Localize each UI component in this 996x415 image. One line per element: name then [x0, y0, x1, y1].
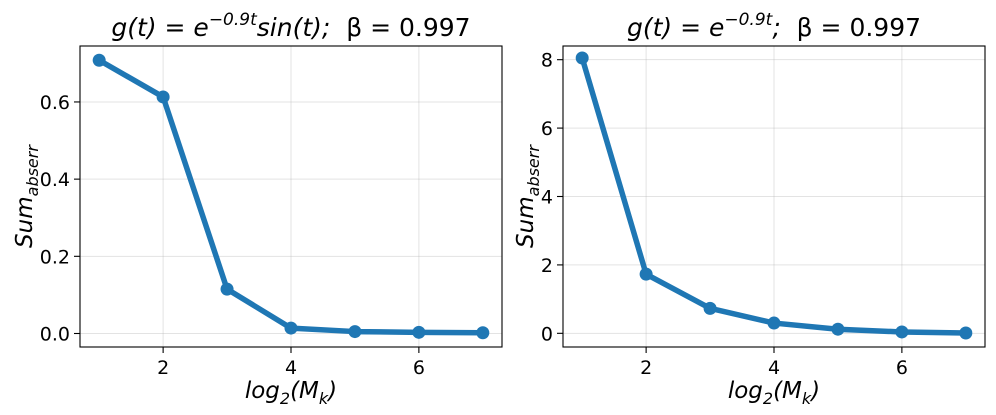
chart-1-point-1 [156, 90, 170, 104]
chart-2-x-axis-label: log2(Mk) [728, 378, 820, 408]
chart-1-point-6 [476, 326, 490, 340]
chart-2-point-2 [703, 301, 717, 315]
chart-2-x-tick-label-1: 4 [768, 357, 780, 379]
chart-1-title: g(t) = e−0.9tsin(t); β = 0.997 [111, 10, 470, 42]
chart-1-y-tick-label-3: 0.6 [40, 92, 70, 114]
chart-1-point-2 [220, 282, 234, 296]
chart-2-point-1 [639, 267, 653, 281]
chart-2-point-6 [959, 326, 973, 340]
chart-1-x-tick-label-1: 4 [285, 357, 297, 379]
chart-2-y-tick-label-3: 6 [541, 118, 553, 140]
chart-1-y-tick-label-1: 0.2 [40, 246, 70, 268]
chart-2-y-tick-label-2: 4 [541, 187, 553, 209]
chart-1-x-tick-label-2: 6 [413, 357, 425, 379]
chart-2-point-5 [895, 325, 909, 339]
chart-2-x-tick-label-0: 2 [640, 357, 652, 379]
chart-1: 2 4 6 0.0 0.2 0.4 0.6 g(t) = e−0.9tsin(t); β = … [12, 10, 503, 408]
chart-2-y-axis-label: Sumabserr [513, 144, 543, 248]
chart-1-point-5 [412, 325, 426, 339]
chart-2-title: g(t) = e−0.9t; β = 0.997 [627, 10, 921, 42]
chart-1-y-tick-label-2: 0.4 [40, 169, 70, 191]
chart-2: 2 4 6 0 2 4 6 8 g(t) = e−0.9t; β = 0.997 log2(Mk)… [513, 10, 986, 408]
chart-1-x-tick-label-0: 2 [157, 357, 169, 379]
chart-1-point-4 [348, 325, 362, 339]
chart-1-point-3 [284, 321, 298, 335]
chart-1-point-0 [92, 53, 106, 67]
chart-2-point-3 [767, 316, 781, 330]
chart-2-point-4 [831, 322, 845, 336]
chart-2-x-tick-label-2: 6 [896, 357, 908, 379]
chart-2-y-tick-label-1: 2 [541, 255, 553, 277]
chart-1-x-axis-label: log2(Mk) [245, 378, 337, 408]
chart-2-y-tick-label-4: 8 [541, 50, 553, 72]
chart-1-y-tick-label-0: 0.0 [40, 323, 70, 345]
chart-2-point-0 [575, 51, 589, 65]
chart-2-y-tick-label-0: 0 [541, 323, 553, 345]
chart-1-y-axis-label: Sumabserr [12, 144, 42, 248]
